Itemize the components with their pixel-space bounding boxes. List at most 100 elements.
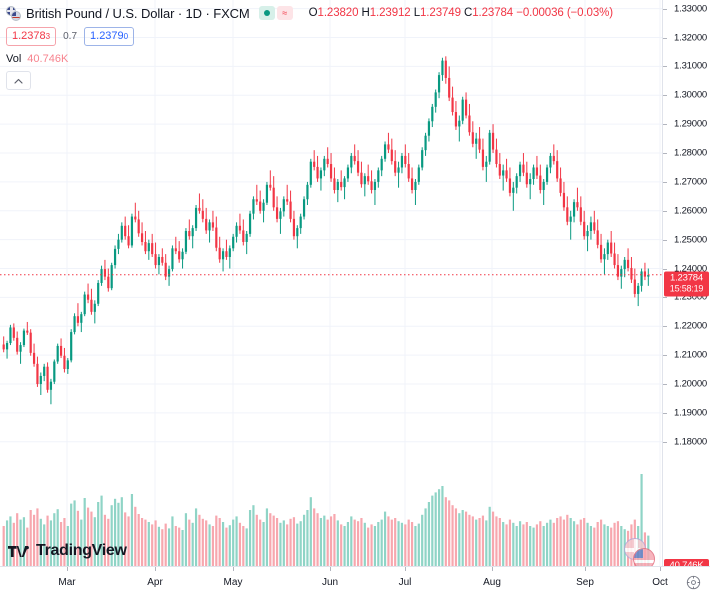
volume-bar — [593, 527, 596, 566]
volume-bar — [26, 527, 29, 566]
candle-body — [16, 337, 19, 352]
volume-bar — [346, 522, 350, 566]
volume-bar — [603, 524, 606, 566]
volume-bar — [296, 523, 299, 566]
candle-body — [43, 366, 46, 376]
candle-body — [232, 236, 235, 249]
price-tick-mark — [663, 8, 667, 10]
legend-badges: ≈ — [258, 6, 293, 20]
volume-bar — [353, 519, 356, 566]
volume-bar — [637, 526, 640, 566]
volume-bar — [181, 530, 184, 566]
chevron-up-icon[interactable] — [6, 71, 31, 90]
price-tick: 1.29000 — [674, 118, 707, 130]
volume-bar — [545, 522, 549, 566]
volume-bar — [59, 522, 63, 566]
chart-canvas[interactable] — [0, 0, 662, 566]
volume-bar — [502, 522, 505, 566]
candle-body — [279, 211, 282, 219]
price-tick-mark — [663, 37, 667, 39]
candle-body — [313, 161, 316, 167]
candle-body — [144, 241, 147, 252]
volume-bar — [154, 520, 157, 566]
price-axis[interactable]: 1.33000 1.32000 1.31000 1.30000 1.29000 1.280… — [662, 0, 710, 573]
time-tick-mark — [492, 567, 493, 571]
volume-bar — [117, 502, 120, 566]
volume-bar — [63, 518, 66, 566]
bid-price-frac: 3 — [45, 32, 51, 41]
volume-bar — [245, 528, 248, 566]
candle-body — [218, 247, 221, 260]
candle-body — [59, 345, 63, 356]
volume-bar — [80, 519, 83, 566]
volume-bar — [444, 497, 447, 566]
bid-price-box[interactable]: 1.2378 3 — [6, 27, 57, 46]
chart-style-icon[interactable]: ≈ — [276, 6, 293, 20]
candle-body — [306, 184, 309, 200]
volume-bar — [397, 521, 400, 566]
volume-bar — [248, 510, 252, 566]
volume-bar — [569, 518, 572, 566]
volume-bar — [525, 522, 528, 566]
candle-body — [451, 97, 454, 113]
candle-body — [623, 259, 626, 270]
volume-bar — [616, 521, 620, 566]
volume-bar — [97, 502, 100, 566]
volume-bar — [215, 515, 218, 566]
current-price-badge[interactable]: 1.23784 15:58:19 — [664, 271, 709, 297]
volume-bar — [174, 526, 177, 566]
price-tick-mark — [663, 384, 667, 386]
candle-body — [522, 164, 525, 173]
candle-body — [255, 199, 258, 202]
candle-body — [529, 179, 532, 185]
candle-body — [171, 248, 174, 270]
candle-body — [46, 366, 49, 390]
volume-bar — [208, 524, 211, 566]
volume-bar — [566, 514, 569, 566]
volume-bar — [127, 516, 130, 566]
ohlc-open-value: 1.23820 — [317, 7, 359, 19]
volume-bar — [485, 520, 488, 566]
volume-bar — [218, 518, 221, 566]
volume-bar — [572, 521, 576, 566]
chart-plot-area[interactable] — [0, 0, 662, 566]
candle-body — [549, 155, 552, 168]
volume-bar — [576, 524, 579, 566]
volume-bar — [542, 526, 545, 566]
candle-body — [289, 201, 292, 219]
volume-bar — [107, 518, 110, 566]
ohlc-low-value: 1.23749 — [420, 7, 461, 19]
price-tick-mark — [663, 153, 667, 155]
candle-body — [410, 178, 414, 190]
time-tick: Oct — [652, 577, 668, 588]
settings-gear-icon[interactable] — [686, 575, 701, 590]
candle-body — [127, 236, 130, 246]
volume-bar — [113, 498, 117, 566]
volume-bar — [383, 511, 387, 566]
candle-body — [221, 251, 225, 260]
candle-body — [539, 175, 542, 190]
candle-body — [151, 243, 154, 255]
ohlc-change: −0.00036 — [516, 7, 564, 19]
candle-body — [400, 155, 404, 168]
time-axis[interactable]: Mar Apr May Jun Jul Aug Sep Oct — [0, 566, 710, 600]
symbol-title[interactable]: British Pound / U.S. Dollar · 1D · FXCM — [26, 5, 250, 21]
candle-body — [70, 332, 73, 361]
volume-bar — [350, 516, 353, 566]
candle-body — [583, 221, 586, 237]
volume-bar — [103, 514, 107, 566]
market-open-dot-icon[interactable] — [258, 6, 275, 20]
volume-bar — [252, 505, 255, 566]
chart-legend: British Pound / U.S. Dollar · 1D · FXCM … — [6, 4, 613, 90]
candle-body — [556, 161, 559, 179]
volume-bar — [282, 520, 285, 566]
volume-bar — [120, 497, 123, 566]
time-tick-mark — [233, 567, 234, 571]
volume-bar — [272, 515, 275, 566]
candle-body — [5, 343, 9, 350]
ask-price-box[interactable]: 1.2379 0 — [84, 27, 135, 46]
current-price-value: 1.23784 — [670, 272, 703, 284]
candle-body — [414, 181, 417, 190]
candle-body — [647, 274, 650, 277]
